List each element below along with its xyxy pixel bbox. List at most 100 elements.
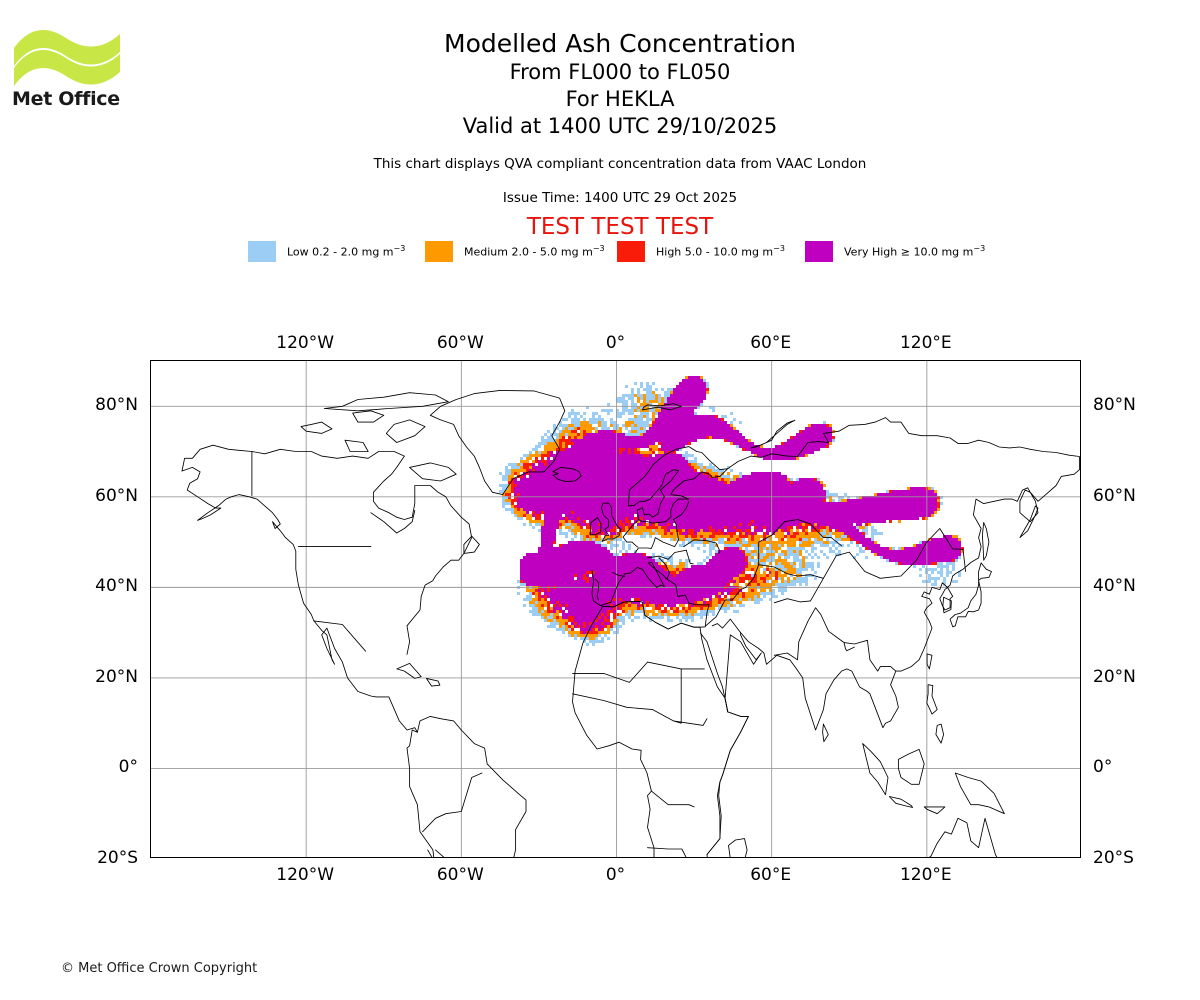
coastline-segment [866,639,897,672]
ash-concentration-map: 120°W 120°W 60°W 60°W 0° 0° 60°E 60°E 120°E 120°E… [95,333,1136,885]
coastline-segment [683,539,721,554]
coastline-segment [589,517,602,536]
coastline-segment [552,466,582,482]
lon-tick-top-60: 60°E [750,333,792,353]
coastline-segment [612,571,626,577]
coastline-segment [601,502,622,543]
coastline-segment [409,462,457,482]
coastline-segment [650,790,695,808]
coastline-segment [634,537,676,554]
lat-tick-right--20: 20°S [1093,848,1134,868]
title-block: Modelled Ash Concentration From FL000 to… [150,28,1090,140]
lat-tick-right-80: 80°N [1093,395,1136,416]
lat-tick-right-0: 0° [1093,757,1113,778]
lon-tick-bottom-120: 120°E [899,865,952,885]
legend-label: High 5.0 - 10.0 mg m−3 [656,243,785,259]
volcano-subtitle: For HEKLA [565,87,675,111]
copyright-text: © Met Office Crown Copyright [61,961,258,976]
coastline-segment [572,661,705,683]
coastline-segment [647,847,687,857]
coastline-segment [622,525,633,538]
coastline-segment [352,410,385,423]
met-office-wordmark: Met Office [12,88,120,110]
coastline-segment [641,403,682,411]
ash-level-high [505,388,964,634]
legend-label: Very High ≥ 10.0 mg m−3 [844,243,986,259]
lon-tick-top-0: 0° [605,333,626,353]
coastline-segment [949,562,992,628]
lat-tick-left-60: 60°N [95,485,138,506]
coastline-segment [926,653,933,670]
lat-tick-left-20: 20°N [95,666,138,687]
met-office-wave-mark [14,29,120,86]
coastline-segment [928,817,998,857]
coastline-segment [435,849,445,857]
legend-unit-exponent: −3 [592,243,605,253]
coastline-segment [942,596,952,614]
coastline-segment [1019,505,1039,539]
coastline-segment [926,684,938,715]
concentration-legend: Low 0.2 - 2.0 mg m−3 Medium 2.0 - 5.0 mg … [150,239,1090,263]
legend-swatch [805,240,833,262]
coastline-segment [627,446,729,524]
coastline-segment [750,419,796,449]
coastline-segment [572,600,749,857]
coastline-segment [396,662,422,679]
lon-tick-top--60: 60°W [436,333,484,353]
flight-level-subtitle: From FL000 to FL050 [509,60,731,84]
lat-tick-right-60: 60°N [1093,485,1136,506]
coastline-segment [745,564,824,588]
coastline-segment [631,519,639,527]
legend-item-low: Low 0.2 - 2.0 mg m−3 [248,239,405,263]
coastline-segment [181,444,473,655]
map-frame [150,360,1081,858]
coastline-segment [406,729,435,857]
legend-unit-exponent: −3 [973,243,986,253]
coastline-segment [370,509,416,534]
coastline-segment [923,806,946,815]
coastline-segment [711,618,742,634]
coastline-segment [429,389,566,496]
coastline-segment [728,838,748,857]
coastline-segment [843,642,855,652]
lon-tick-top-120: 120°E [899,333,952,353]
legend-swatch [617,240,645,262]
coastline-segment [572,693,708,726]
coastline-segment [758,519,842,566]
legend-unit-exponent: −3 [393,243,406,253]
coastline-segment [344,439,369,452]
lon-tick-bottom-60: 60°E [750,865,792,885]
lon-tick-bottom--120: 120°W [276,865,335,885]
legend-swatch [248,240,276,262]
coastlines-layer [181,389,1080,857]
coastline-segment [981,522,990,561]
lat-tick-left--20: 20°S [97,848,138,868]
coastline-segment [422,772,483,833]
coastline-segment [300,421,333,434]
coastline-segment [323,392,449,412]
legend-item-very: Very High ≥ 10.0 mg m−3 [805,239,985,263]
ash-level-very-high [514,376,961,634]
coastline-segment [647,549,687,560]
legend-item-medium: Medium 2.0 - 5.0 mg m−3 [425,239,605,263]
coastline-segment [416,715,527,857]
coastline-segment [672,519,680,548]
page-title: Modelled Ash Concentration [444,29,796,58]
coastline-segment [594,578,600,601]
legend-label: Low 0.2 - 2.0 mg m−3 [287,243,406,259]
ash-plume-layer [499,376,964,646]
coastline-segment [385,419,426,443]
coastline-segment [672,668,682,724]
coastline-segment [181,466,418,733]
coastline-segment [672,500,690,520]
coastline-segment [897,748,925,785]
legend-unit-exponent: −3 [773,243,785,253]
coastline-segment [705,599,733,627]
legend-swatch [425,240,453,262]
lat-tick-right-20: 20°N [1093,666,1136,687]
coastline-segment [700,632,729,712]
coastline-segment [685,549,694,565]
coastline-segment [427,849,433,857]
coastline-segment [622,536,639,548]
coastline-segment [773,607,868,661]
